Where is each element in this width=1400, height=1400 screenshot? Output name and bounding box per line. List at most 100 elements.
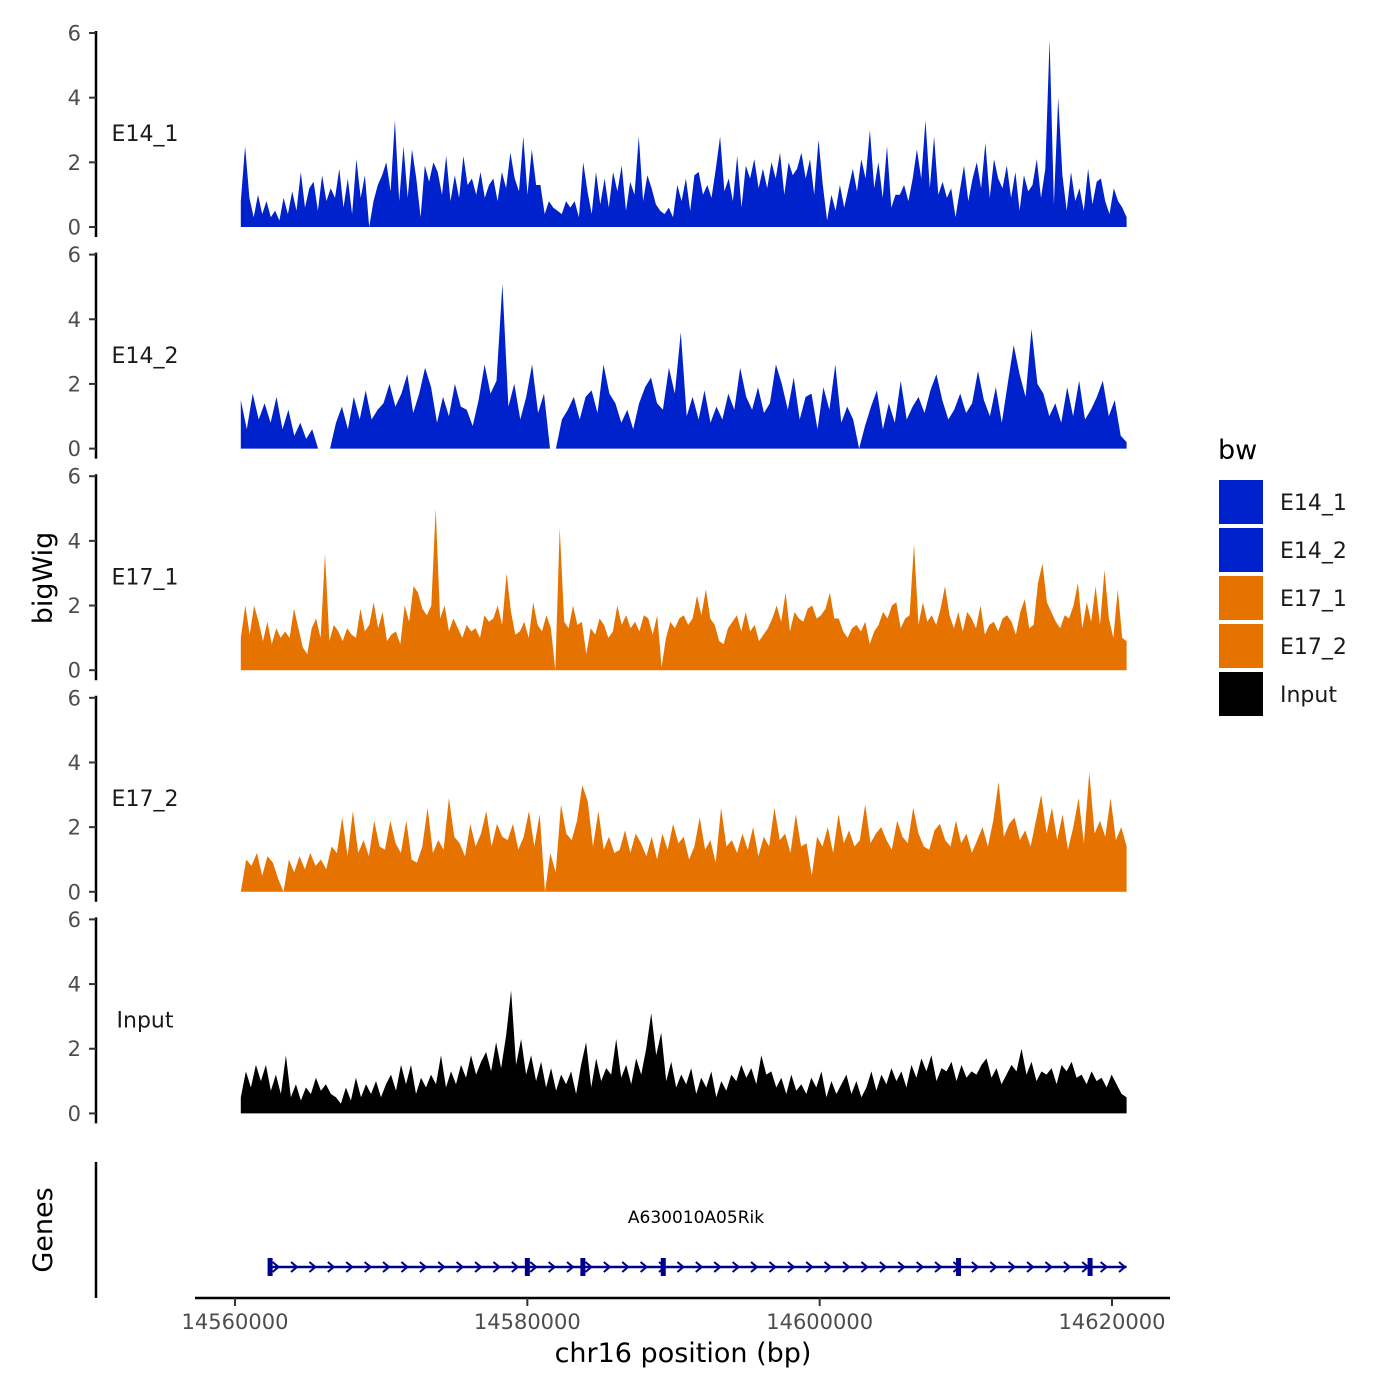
strand-arrow [584,1261,593,1273]
legend-swatch-E17_1 [1219,576,1263,620]
legend-label-E14_1: E14_1 [1280,491,1347,516]
strand-arrow [713,1261,722,1273]
strand-arrow [492,1261,501,1273]
y-tick-label-E17_2-0: 0 [68,880,81,904]
legend-label-E17_2: E17_2 [1280,635,1347,660]
strand-arrow [437,1261,446,1273]
x-axis-title: chr16 position (bp) [555,1338,812,1369]
strand-arrow [474,1261,483,1273]
track-E17_1: 0 2 4 6 E17_1 [68,465,1127,683]
y-tick-label-E14_2-0: 0 [68,437,81,461]
y-tick-label-E17_2-4: 4 [68,751,81,775]
x-tick-label-14580000: 14580000 [474,1310,581,1334]
legend-swatch-E14_2 [1219,528,1263,572]
x-tick-label-14620000: 14620000 [1059,1310,1166,1334]
strand-arrow [879,1261,888,1273]
strand-arrow [1063,1261,1072,1273]
strand-arrow [823,1261,833,1273]
y-tick-label-E17_2-6: 6 [68,686,81,710]
legend-label-Input: Input [1280,683,1337,708]
strand-arrow [1026,1261,1035,1273]
y-tick-label-E17_1-0: 0 [68,659,81,683]
track-label-Input: Input [117,1009,174,1034]
strand-arrow [731,1261,741,1273]
strand-arrow [860,1261,869,1273]
track-label-E17_2: E17_2 [112,787,179,812]
legend-item-E17_1: E17_1 [1219,576,1347,620]
strand-arrow [382,1261,391,1273]
legend-swatch-Input [1219,672,1263,716]
gene-exon-1 [267,1258,273,1276]
y-tick-label-E14_1-0: 0 [68,216,81,240]
strand-arrow [621,1261,630,1273]
track-E14_2: 0 2 4 6 E14_2 [68,243,1127,461]
gene-model [267,1258,1127,1276]
coverage-area-E17_2 [240,772,1127,892]
track-label-E17_1: E17_1 [112,565,179,590]
strand-arrow [511,1261,520,1273]
strand-arrow [547,1261,557,1273]
y-tick-label-E17_2-2: 2 [68,816,81,840]
coverage-area-Input [240,990,1127,1114]
strand-arrow [676,1261,685,1273]
track-E17_2: 0 2 4 6 E17_2 [68,686,1127,904]
coverage-area-E14_1 [240,39,1127,227]
y-tick-label-E14_2-4: 4 [68,308,81,332]
strand-arrow [805,1261,814,1273]
y-tick-label-E17_1-2: 2 [68,594,81,618]
y-tick-label-Input-2: 2 [68,1037,81,1061]
strand-arrow [566,1261,575,1273]
track-label-E14_1: E14_1 [112,122,179,147]
y-axis-title: bigWig [28,532,59,625]
strand-arrow [915,1261,925,1273]
genes-title: Genes [28,1187,59,1272]
strand-arrow [529,1261,538,1273]
coverage-tracks: 0 2 4 6 E14_1 0 2 4 6 E14_2 0 2 4 6 E17_1 0 2 4 6 E17_2 0 2 4 6… [68,22,1127,1126]
strand-arrow [842,1261,851,1273]
legend-swatch-E14_1 [1219,480,1263,524]
legend-item-E17_2: E17_2 [1219,624,1347,668]
legend: bw E14_1 E14_2 E17_1 E17_2 Input [1218,435,1347,716]
gene-exon-6 [1087,1258,1093,1276]
strand-arrow [989,1261,998,1273]
genes-panel: Genes A630010A05Rik [28,1162,1127,1298]
y-tick-label-E14_2-2: 2 [68,372,81,396]
strand-arrow [345,1261,354,1273]
strand-arrow [768,1261,777,1273]
coverage-area-E17_1 [240,508,1127,671]
gene-exon-4 [660,1258,666,1276]
y-tick-label-E14_2-6: 6 [68,243,81,267]
y-tick-label-Input-4: 4 [68,973,81,997]
strand-arrow [897,1261,906,1273]
legend-items: E14_1 E14_2 E17_1 E17_2 Input [1219,480,1347,716]
x-tick-label-14600000: 14600000 [766,1310,873,1334]
gene-exon-2 [524,1258,530,1276]
strand-arrow [695,1261,704,1273]
track-label-E14_2: E14_2 [112,344,179,369]
x-tick-label-14560000: 14560000 [182,1310,289,1334]
track-E14_1: 0 2 4 6 E14_1 [68,22,1127,240]
strand-arrow [1044,1261,1053,1273]
strand-arrow [787,1261,796,1273]
strand-arrow [455,1261,465,1273]
x-ticks: 14560000 14580000 14600000 14620000 [182,1298,1166,1334]
legend-label-E14_2: E14_2 [1280,539,1347,564]
y-tick-label-E17_1-4: 4 [68,529,81,553]
track-Input: 0 2 4 6 Input [68,908,1127,1126]
coverage-area-E14_2 [240,283,1127,449]
strand-arrow [603,1261,612,1273]
legend-label-E17_1: E17_1 [1280,587,1347,612]
strand-arrow [750,1261,759,1273]
y-tick-label-E17_1-6: 6 [68,465,81,489]
strand-arrow [290,1261,299,1273]
y-tick-label-Input-6: 6 [68,908,81,932]
gene-label: A630010A05Rik [628,1208,764,1228]
x-axis: 14560000 14580000 14600000 14620000 chr16 p… [182,1296,1170,1369]
strand-arrow [327,1261,336,1273]
legend-item-Input: Input [1219,672,1337,716]
legend-item-E14_1: E14_1 [1219,480,1347,524]
strand-arrow [934,1261,943,1273]
y-tick-label-E14_1-6: 6 [68,22,81,46]
strand-arrow [400,1261,409,1273]
